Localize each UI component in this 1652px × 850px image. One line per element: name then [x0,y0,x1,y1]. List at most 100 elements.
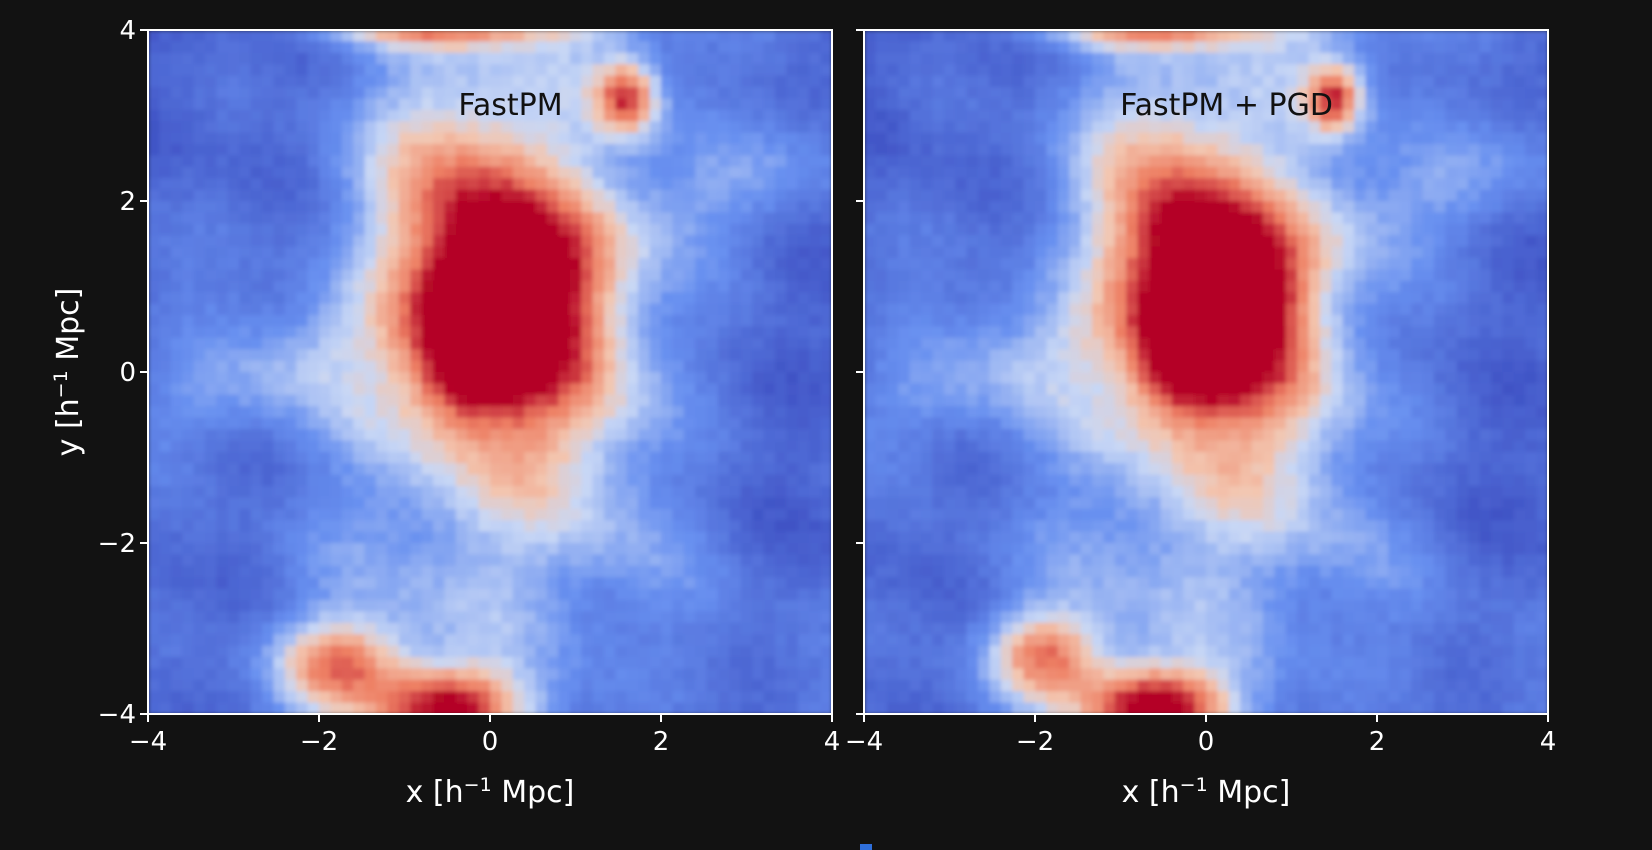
heatmap-cell [205,497,217,510]
heatmap-cell [182,303,195,316]
heatmap-cell [1479,258,1492,270]
heatmap-cell [1012,64,1025,77]
heatmap-cell [170,212,183,225]
heatmap-cell [1365,166,1378,179]
heatmap-cell [921,189,933,202]
heatmap-cell [353,394,366,407]
heatmap-cell [1422,258,1435,270]
heatmap-cell [1388,87,1401,99]
heatmap-cell [433,337,445,350]
heatmap-cell [421,178,434,191]
heatmap-cell [1137,144,1150,156]
heatmap-cell [569,417,582,430]
heatmap-cell [421,360,434,373]
heatmap-cell [1217,212,1230,225]
heatmap-cell [216,406,229,419]
heatmap-cell [433,554,445,567]
heatmap-cell [330,303,343,316]
heatmap-cell [455,691,468,704]
heatmap-cell [809,531,822,544]
heatmap-cell [1297,280,1310,293]
heatmap-cell [1297,246,1310,259]
heatmap-cell [1092,52,1104,65]
heatmap-cell [752,497,765,510]
heatmap-cell [672,178,685,191]
heatmap-cell [1012,132,1025,145]
heatmap-cell [989,98,1002,111]
heatmap-cell [1046,166,1059,179]
heatmap-cell [615,417,628,430]
heatmap-cell [604,337,616,350]
heatmap-cell [752,588,765,601]
heatmap-cell [1160,144,1173,156]
heatmap-cell [718,258,730,270]
heatmap-cell [330,474,343,487]
heatmap-cell [729,337,742,350]
heatmap-cell [1228,30,1241,42]
heatmap-cell [1114,246,1127,259]
heatmap-cell [148,668,160,681]
heatmap-cell [284,109,297,122]
heatmap-cell [1149,41,1161,54]
heatmap-cell [159,429,172,441]
heatmap-cell [1479,166,1492,179]
heatmap-cell [1479,52,1492,65]
heatmap-cell [775,634,787,647]
heatmap-cell [729,520,742,533]
heatmap-cell [649,429,662,441]
heatmap-cell [501,326,514,339]
heatmap-cell [1069,189,1082,202]
heatmap-cell [296,702,309,714]
heatmap-cell [307,178,320,191]
heatmap-cell [1171,166,1184,179]
heatmap-cell [592,178,605,191]
heatmap-cell [875,280,888,293]
heatmap-cell [1126,121,1139,134]
heatmap-cell [410,531,423,544]
heatmap-cell [398,326,411,339]
heatmap-cell [512,394,525,407]
heatmap-cell [444,406,457,419]
heatmap-cell [1160,98,1173,111]
heatmap-cell [615,520,628,533]
heatmap-cell [398,622,411,635]
heatmap-cell [1194,155,1207,168]
heatmap-cell [387,258,400,270]
heatmap-cell [170,394,183,407]
heatmap-cell [638,417,651,430]
heatmap-cell [205,189,217,202]
heatmap-cell [1069,144,1082,156]
heatmap-cell [706,565,719,578]
heatmap-cell [1240,280,1253,293]
heatmap-cell [421,315,434,327]
heatmap-cell [820,166,832,179]
heatmap-cell [307,531,320,544]
heatmap-cell [1012,235,1025,248]
heatmap-cell [307,634,320,647]
heatmap-cell [216,212,229,225]
heatmap-cell [182,189,195,202]
heatmap-cell [1080,121,1093,134]
heatmap-cell [455,679,468,692]
heatmap-cell [706,657,719,669]
heatmap-cell [672,554,685,567]
heatmap-cell [410,75,423,88]
heatmap-cell [1149,155,1161,168]
heatmap-cell [809,360,822,373]
heatmap-cell [1103,155,1116,168]
heatmap-cell [775,132,787,145]
heatmap-cell [909,235,922,248]
heatmap-cell [216,235,229,248]
heatmap-cell [273,600,286,612]
heatmap-cell [478,520,491,533]
heatmap-cell [1274,235,1287,248]
heatmap-cell [387,372,400,384]
heatmap-cell [809,417,822,430]
heatmap-cell [1206,166,1218,179]
heatmap-cell [1399,30,1412,42]
heatmap-cell [1331,121,1344,134]
heatmap-cell [797,326,810,339]
heatmap-cell [307,64,320,77]
heatmap-cell [1354,178,1367,191]
heatmap-cell [1206,280,1218,293]
